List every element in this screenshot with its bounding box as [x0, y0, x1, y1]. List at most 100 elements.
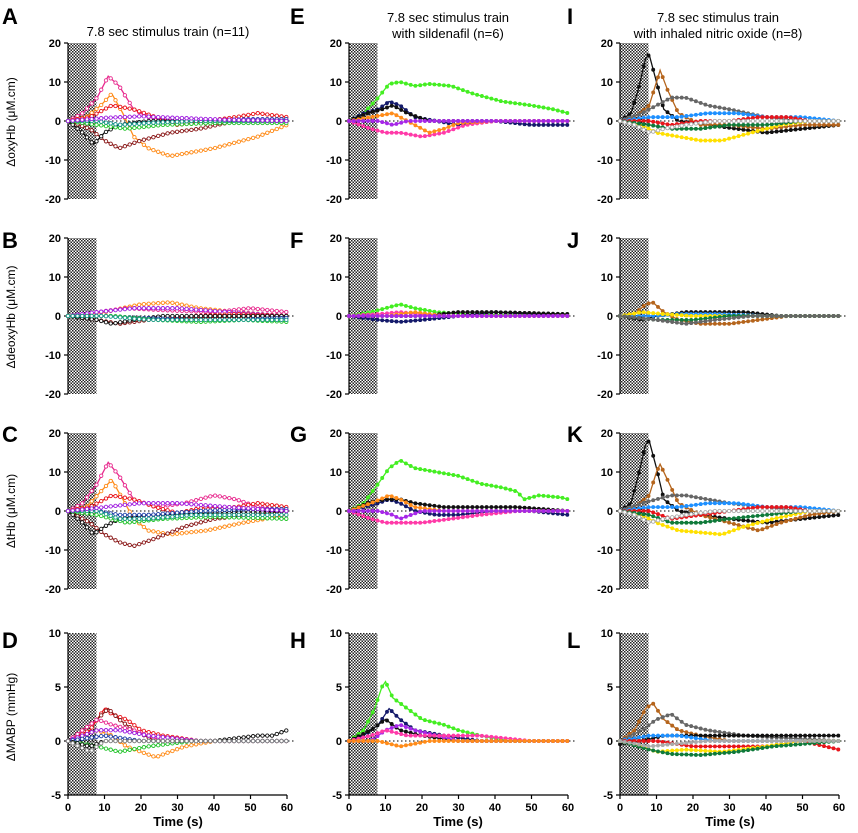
data-point — [174, 527, 180, 532]
data-point — [498, 119, 503, 123]
data-point — [555, 119, 560, 123]
data-point — [141, 524, 147, 530]
data-point — [160, 738, 166, 744]
data-point — [755, 733, 760, 738]
data-point — [274, 512, 279, 518]
data-point — [741, 524, 746, 529]
y-tick-label: -20 — [597, 389, 613, 401]
data-point — [103, 504, 109, 510]
data-point — [432, 119, 437, 123]
data-point — [821, 508, 827, 514]
x-tick-label: 0 — [65, 802, 71, 814]
data-point — [755, 739, 760, 743]
data-point — [503, 99, 508, 104]
x-tick-label: 40 — [489, 802, 501, 814]
data-point — [108, 321, 113, 326]
data-point — [498, 735, 503, 740]
data-point — [399, 744, 404, 749]
data-point — [475, 480, 480, 485]
data-point — [394, 730, 399, 735]
data-point — [475, 505, 480, 510]
panels-layer: 20100-10-2020100-10-2020100-10-2020100-1… — [45, 38, 847, 814]
data-point — [113, 515, 118, 520]
data-point — [698, 319, 703, 324]
data-point — [637, 719, 641, 724]
data-point — [156, 133, 161, 139]
data-point — [441, 119, 446, 123]
data-point — [712, 729, 717, 734]
data-point — [731, 744, 736, 749]
data-point — [637, 112, 641, 117]
data-point — [394, 520, 399, 525]
data-point — [541, 493, 546, 498]
data-point — [826, 514, 831, 518]
data-point — [712, 531, 717, 536]
data-point — [279, 512, 284, 518]
data-point — [146, 501, 151, 506]
data-point — [99, 505, 104, 510]
data-point — [656, 318, 660, 323]
data-point — [84, 525, 90, 530]
data-point — [446, 119, 451, 123]
data-point — [460, 515, 465, 520]
data-point — [637, 316, 641, 320]
panel-letter-G: G — [290, 422, 307, 447]
data-point — [551, 494, 555, 499]
data-point — [736, 111, 741, 116]
data-point — [484, 505, 489, 510]
data-point — [189, 522, 194, 527]
data-point — [731, 516, 736, 521]
data-point — [99, 108, 104, 114]
data-point — [536, 314, 541, 318]
data-point — [727, 529, 732, 534]
data-point — [160, 115, 166, 120]
data-point — [708, 739, 713, 743]
y-tick-label: 0 — [336, 116, 342, 128]
data-point — [484, 509, 489, 513]
data-point — [656, 472, 660, 477]
y-tick-label: -20 — [597, 194, 613, 206]
data-point — [227, 142, 232, 147]
data-point — [193, 502, 199, 507]
data-point — [712, 733, 717, 738]
data-point — [441, 517, 446, 522]
data-point — [127, 100, 132, 106]
data-point — [94, 122, 99, 127]
data-point — [370, 317, 375, 322]
y-tick-label: -20 — [45, 389, 61, 401]
data-point — [793, 739, 798, 743]
data-point — [394, 105, 399, 110]
data-point — [489, 310, 494, 315]
data-point — [779, 314, 784, 318]
data-point — [670, 742, 675, 747]
data-point — [731, 501, 736, 506]
data-point — [674, 108, 679, 113]
data-point — [651, 317, 656, 322]
data-point — [655, 518, 661, 523]
data-point — [118, 122, 123, 127]
data-point — [222, 512, 227, 518]
data-point — [284, 317, 289, 323]
data-point — [517, 101, 522, 106]
data-point — [151, 536, 156, 542]
data-point — [89, 110, 94, 115]
data-point — [727, 750, 732, 755]
data-point — [137, 121, 142, 126]
data-point — [356, 119, 361, 123]
data-point — [560, 512, 565, 517]
data-point — [822, 733, 826, 738]
data-point — [632, 732, 637, 736]
data-point — [132, 107, 137, 112]
data-point — [113, 103, 118, 109]
data-point — [118, 738, 123, 744]
data-point — [103, 733, 109, 738]
data-point — [746, 739, 751, 743]
data-point — [755, 521, 760, 525]
data-point — [679, 123, 684, 128]
data-point — [646, 317, 651, 321]
data-point — [822, 314, 826, 318]
data-point — [746, 319, 751, 324]
data-point — [208, 116, 213, 122]
data-point — [179, 525, 185, 530]
data-point — [174, 738, 180, 744]
